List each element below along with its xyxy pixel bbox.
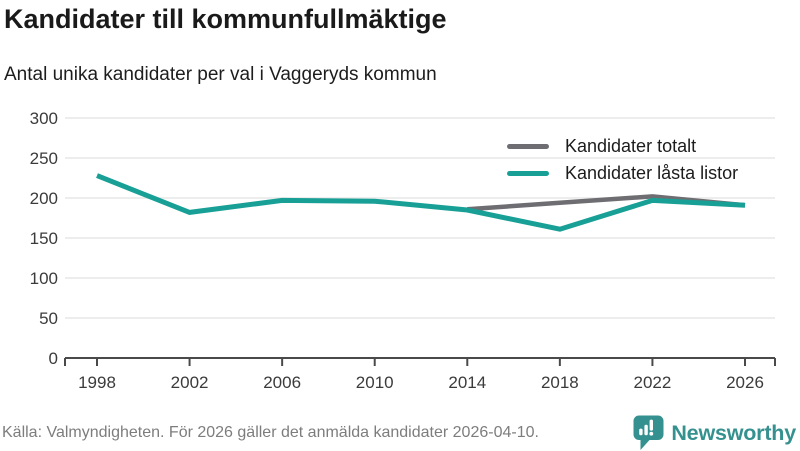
legend-swatch-lasta-listor bbox=[507, 171, 549, 176]
y-axis-label-200: 200 bbox=[30, 189, 58, 208]
newsworthy-logo: Newsworthy bbox=[633, 415, 796, 451]
x-axis-label-2026: 2026 bbox=[726, 373, 764, 392]
y-axis-label-100: 100 bbox=[30, 269, 58, 288]
legend-label-totalt: Kandidater totalt bbox=[565, 136, 697, 156]
logo-exclamation-dot bbox=[649, 431, 654, 436]
x-axis-label-2010: 2010 bbox=[356, 373, 394, 392]
y-axis-label-150: 150 bbox=[30, 229, 58, 248]
chart-legend: Kandidater totalt Kandidater låsta listo… bbox=[507, 133, 738, 187]
logo-bar-short bbox=[639, 428, 643, 436]
x-axis-label-2002: 2002 bbox=[171, 373, 209, 392]
x-axis-label-1998: 1998 bbox=[78, 373, 116, 392]
legend-swatch-totalt bbox=[507, 144, 549, 149]
x-axis-label-2014: 2014 bbox=[448, 373, 486, 392]
x-axis-label-2006: 2006 bbox=[263, 373, 301, 392]
legend-item-kandidater-totalt: Kandidater totalt bbox=[507, 133, 738, 160]
y-axis-label-300: 300 bbox=[30, 109, 58, 128]
chart-title: Kandidater till kommunfullmäktige bbox=[4, 4, 447, 34]
series-line-kandidater-l-sta-listor bbox=[96, 173, 746, 232]
logo-exclamation-bar bbox=[649, 419, 654, 431]
legend-item-kandidater-lasta-listor: Kandidater låsta listor bbox=[507, 160, 738, 187]
source-note: Källa: Valmyndigheten. För 2026 gäller d… bbox=[2, 424, 539, 441]
x-axis-label-2022: 2022 bbox=[634, 373, 672, 392]
chart-footer: Källa: Valmyndigheten. För 2026 gäller d… bbox=[0, 415, 800, 451]
y-axis-label-250: 250 bbox=[30, 149, 58, 168]
y-axis-label-50: 50 bbox=[39, 309, 58, 328]
legend-label-lasta-listor: Kandidater låsta listor bbox=[565, 163, 739, 183]
newsworthy-logo-text: Newsworthy bbox=[671, 420, 796, 445]
newsworthy-speech-bubble-icon bbox=[633, 415, 664, 450]
chart-subtitle: Antal unika kandidater per val i Vaggery… bbox=[4, 64, 437, 85]
x-axis-label-2018: 2018 bbox=[541, 373, 579, 392]
y-axis-label-0: 0 bbox=[49, 349, 58, 368]
logo-bar-medium bbox=[644, 424, 649, 436]
